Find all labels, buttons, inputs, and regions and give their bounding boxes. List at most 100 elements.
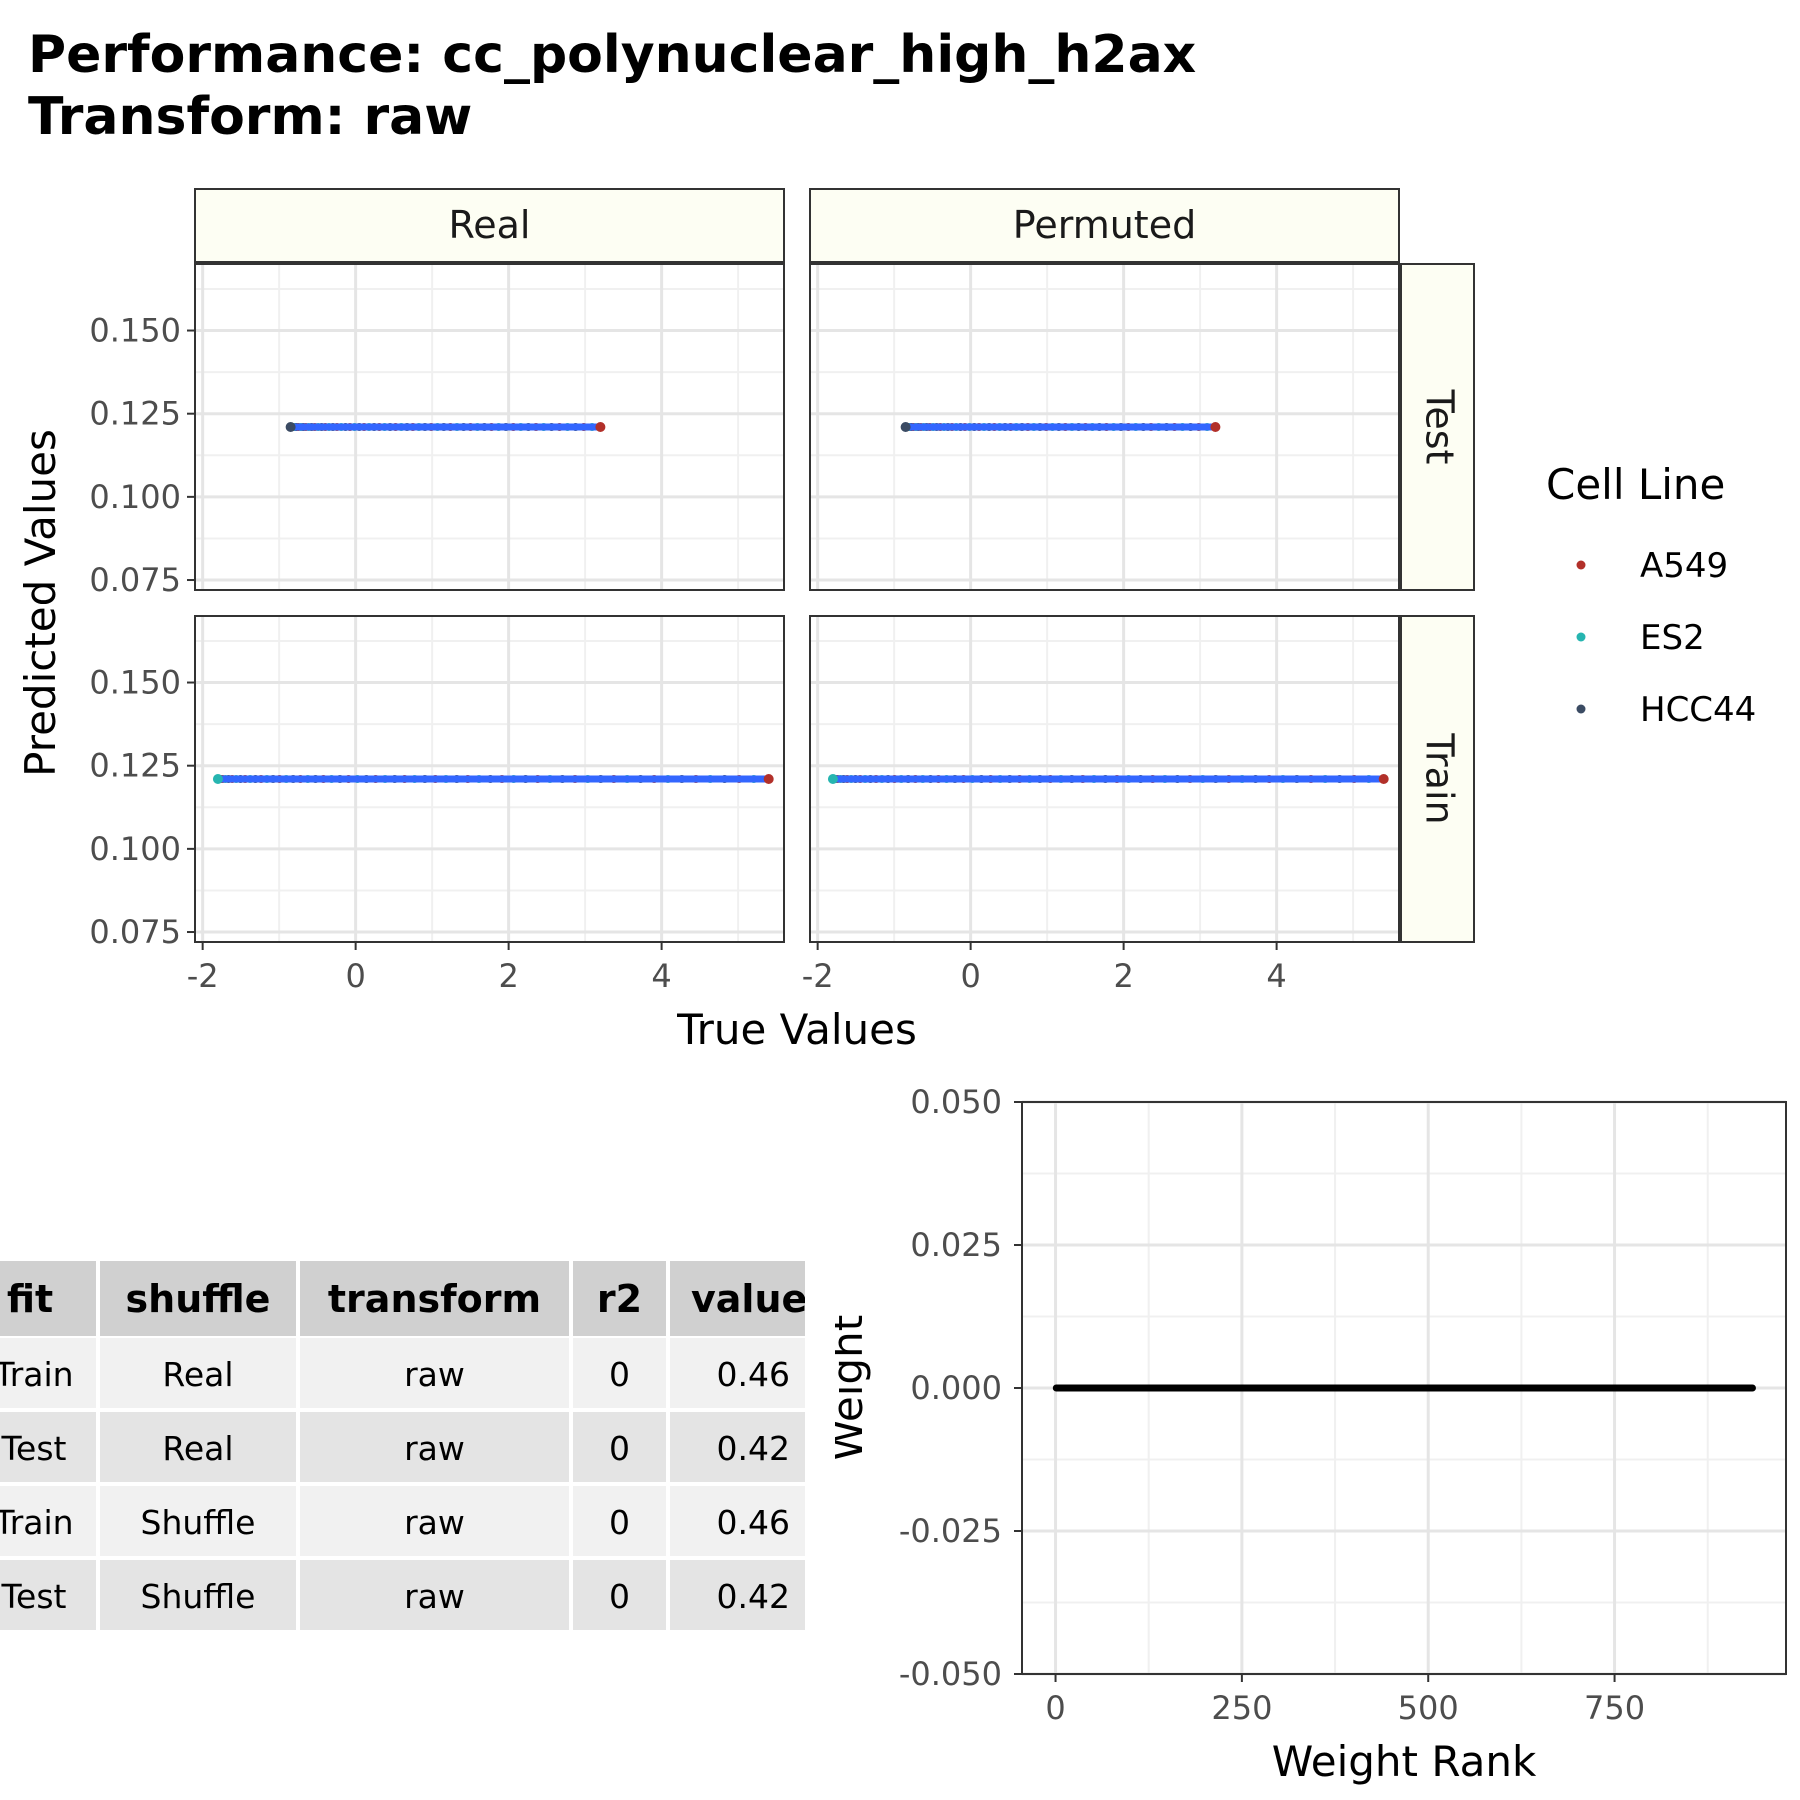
table-cell-text: 0.46 xyxy=(717,1355,790,1394)
table-cell-text: 0 xyxy=(609,1355,630,1394)
table-cell-text: Test xyxy=(1,1429,67,1468)
x-tick-label: 750 xyxy=(1584,1689,1645,1727)
panel-border xyxy=(194,263,785,591)
table-cell-text: raw xyxy=(404,1577,465,1616)
table-header-cell xyxy=(573,1261,666,1336)
data-point xyxy=(595,422,606,432)
table-cell xyxy=(300,1560,569,1630)
performance-table: fit shuffle transform r2 value Train Real raw 0 0… xyxy=(0,1250,835,1650)
table-header-value: value xyxy=(691,1277,807,1321)
table-cell xyxy=(100,1338,296,1408)
data-point xyxy=(763,774,774,784)
legend-label: ES2 xyxy=(1640,618,1705,658)
panel-permuted-train: -2 0 2 4 xyxy=(802,615,1400,995)
weight-rank-chart: -0.050 -0.025 0.000 0.025 0.050 0 250 500 750 Wei… xyxy=(823,1083,1787,1786)
y-tick-label: -0.050 xyxy=(899,1655,1002,1693)
x-tick-label: 0 xyxy=(960,957,980,995)
legend-label: A549 xyxy=(1640,546,1728,586)
facet-strip-column xyxy=(809,188,1400,263)
table-clip-edge xyxy=(805,1250,835,1650)
facet-strip-row xyxy=(1400,615,1475,943)
table-cell-text: 0 xyxy=(609,1503,630,1542)
y-tick-label: 0.100 xyxy=(89,830,181,868)
table-cell xyxy=(0,1338,96,1408)
table-cell xyxy=(670,1412,805,1482)
panel-real-train: 0.075 0.100 0.125 0.150 -2 0 2 4 xyxy=(89,615,785,995)
table-cell-text: raw xyxy=(404,1503,465,1542)
table-cell-text: Real xyxy=(162,1355,233,1394)
table-cell xyxy=(0,1486,96,1556)
table-cell xyxy=(300,1486,569,1556)
table-cell xyxy=(0,1412,96,1482)
x-tick-label: 0 xyxy=(345,957,365,995)
table-cell-text: 0.46 xyxy=(717,1503,790,1542)
legend-key-hcc44 xyxy=(1576,704,1586,714)
table-cell xyxy=(100,1486,296,1556)
facet-strip-row xyxy=(1400,263,1475,591)
y-tick-label: 0.075 xyxy=(89,561,181,599)
x-tick-label: 2 xyxy=(498,957,518,995)
table-cell-text: 0.42 xyxy=(717,1429,790,1468)
table-cell-text: Test xyxy=(1,1577,67,1616)
x-tick-label: 4 xyxy=(1266,957,1286,995)
table-cell-text: Shuffle xyxy=(141,1577,256,1616)
legend-key-es2 xyxy=(1576,632,1586,642)
table-cell-text: 0 xyxy=(609,1429,630,1468)
facet-strip-label: Real xyxy=(449,203,531,247)
x-axis-title: True Values xyxy=(676,1005,917,1054)
table-header-cell xyxy=(0,1261,96,1336)
data-point xyxy=(285,422,296,432)
y-tick-label: 0.100 xyxy=(89,478,181,516)
table-header-transform: transform xyxy=(328,1277,541,1321)
y-tick-label: 0.075 xyxy=(89,913,181,951)
facet-strip-label: Train xyxy=(1418,732,1462,824)
data-point xyxy=(1210,422,1221,432)
table-cell-text: Train xyxy=(0,1355,74,1394)
y-axis-title: Predicted Values xyxy=(16,429,65,777)
table-cell-text: 0 xyxy=(609,1577,630,1616)
table-cell-text: Real xyxy=(162,1429,233,1468)
table-cell xyxy=(670,1560,805,1630)
facet-strip-column xyxy=(194,188,785,263)
figure-title-line-2: Transform: raw xyxy=(28,87,472,147)
y-tick-label: 0.150 xyxy=(89,664,181,702)
table-cell xyxy=(573,1486,666,1556)
table-cell xyxy=(100,1560,296,1630)
x-tick-label: -2 xyxy=(187,957,219,995)
x-tick-label: 4 xyxy=(651,957,671,995)
x-tick-label: 500 xyxy=(1398,1689,1459,1727)
panel-border xyxy=(194,615,785,943)
data-point xyxy=(827,774,838,784)
x-axis-title: Weight Rank xyxy=(1272,1737,1537,1786)
legend-key-a549 xyxy=(1576,560,1586,570)
y-tick-label: 0.050 xyxy=(910,1083,1002,1121)
table-cell xyxy=(670,1486,805,1556)
table-cell-text: raw xyxy=(404,1429,465,1468)
y-tick-label: 0.125 xyxy=(89,395,181,433)
table-cell-text: Shuffle xyxy=(141,1503,256,1542)
panel-border xyxy=(809,615,1400,943)
x-tick-label: 2 xyxy=(1113,957,1133,995)
data-point xyxy=(212,774,223,784)
data-point xyxy=(1378,774,1389,784)
table-cell-text: raw xyxy=(404,1355,465,1394)
table-cell xyxy=(670,1338,805,1408)
table-cell-text: 0.42 xyxy=(717,1577,790,1616)
x-tick-label: 0 xyxy=(1045,1689,1065,1727)
table-cell xyxy=(573,1560,666,1630)
table-cell xyxy=(573,1412,666,1482)
y-tick-label: 0.125 xyxy=(89,747,181,785)
x-tick-label: -2 xyxy=(802,957,834,995)
table-cell-text: Train xyxy=(0,1503,74,1542)
table-cell xyxy=(300,1338,569,1408)
panel-border xyxy=(809,263,1400,591)
panel-real-test: 0.075 0.100 0.125 0.150 xyxy=(89,263,785,599)
y-tick-label: -0.025 xyxy=(899,1512,1002,1550)
table-header-r2: r2 xyxy=(597,1277,642,1321)
figure-title-line-1: Performance: cc_polynuclear_high_h2ax xyxy=(28,25,1196,85)
legend-label: HCC44 xyxy=(1640,690,1756,730)
panel-permuted-test xyxy=(809,263,1400,591)
table-cell xyxy=(100,1412,296,1482)
facet-strip-label: Permuted xyxy=(1013,203,1196,247)
